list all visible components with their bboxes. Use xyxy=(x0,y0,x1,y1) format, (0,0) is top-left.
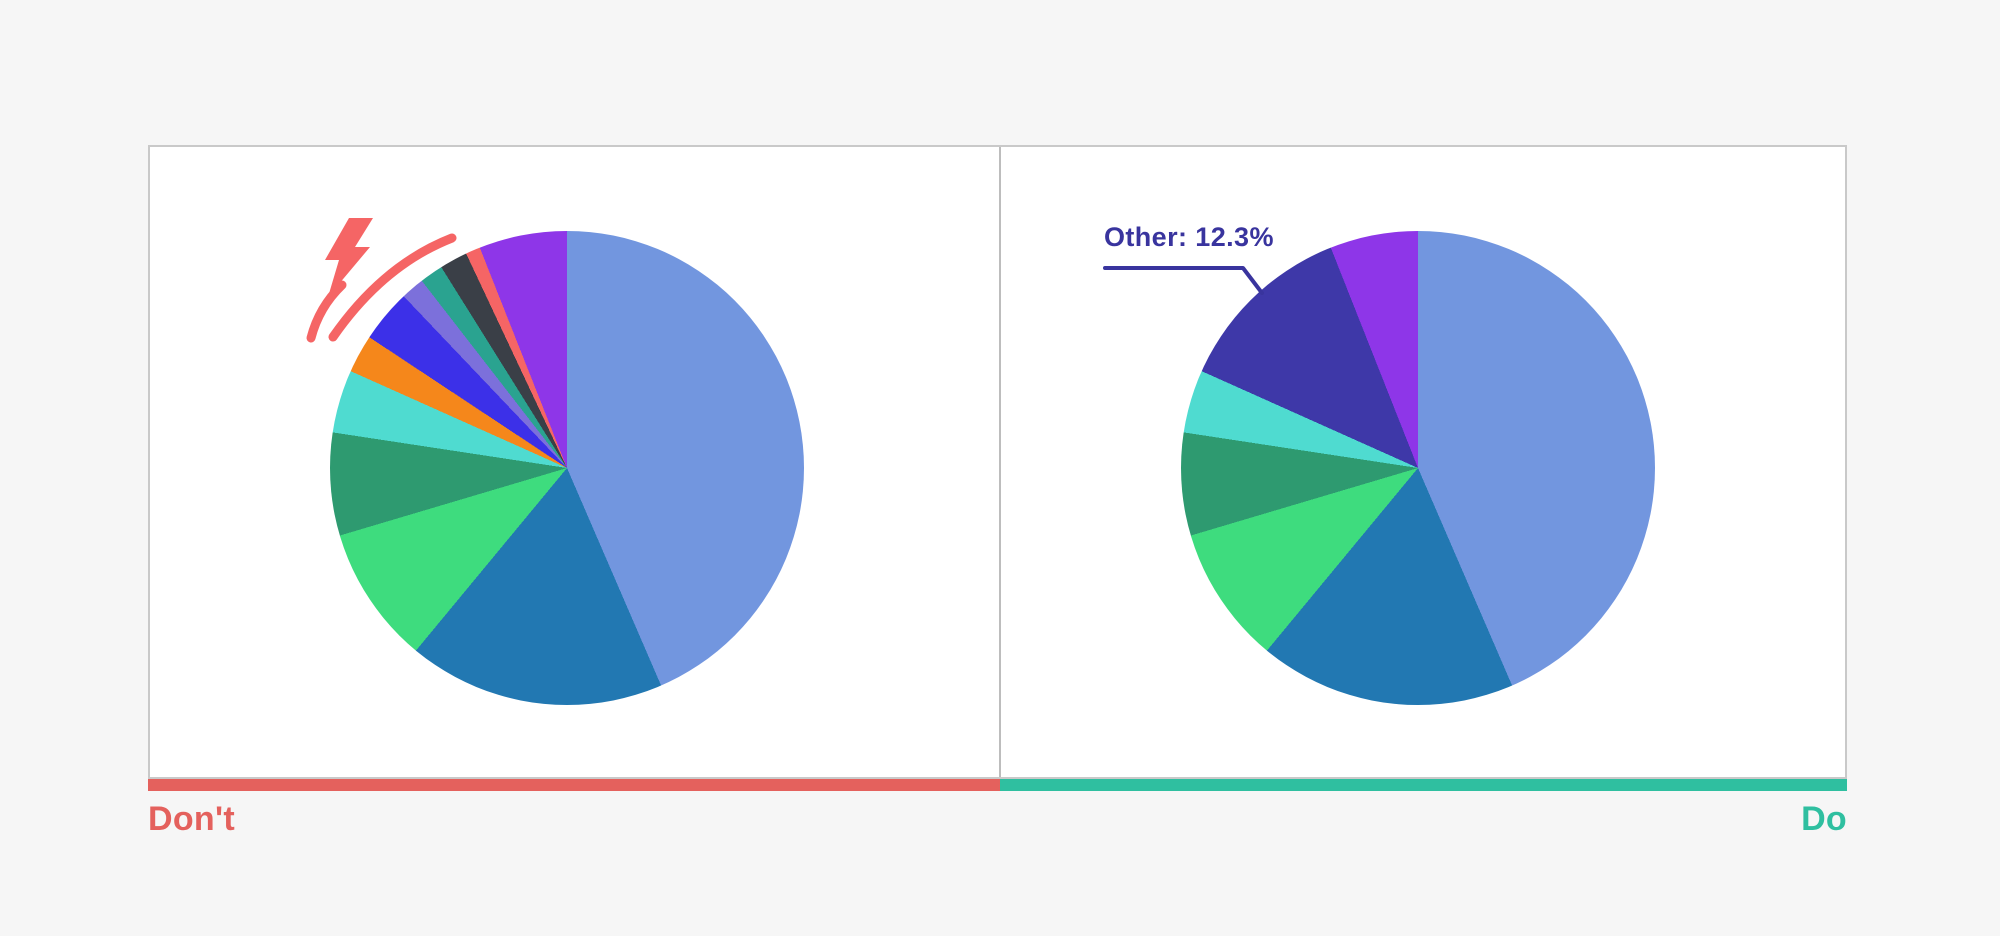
pie-chart-dont xyxy=(330,231,804,705)
do-caption: Do xyxy=(1801,800,1847,838)
panel-divider xyxy=(999,147,1001,777)
dont-caption: Don't xyxy=(148,800,235,838)
other-slice-label: Other: 12.3% xyxy=(1104,222,1274,252)
do-underline-bar xyxy=(1000,779,1847,791)
dont-underline-bar xyxy=(148,779,1000,791)
pie-chart-do xyxy=(1181,231,1655,705)
